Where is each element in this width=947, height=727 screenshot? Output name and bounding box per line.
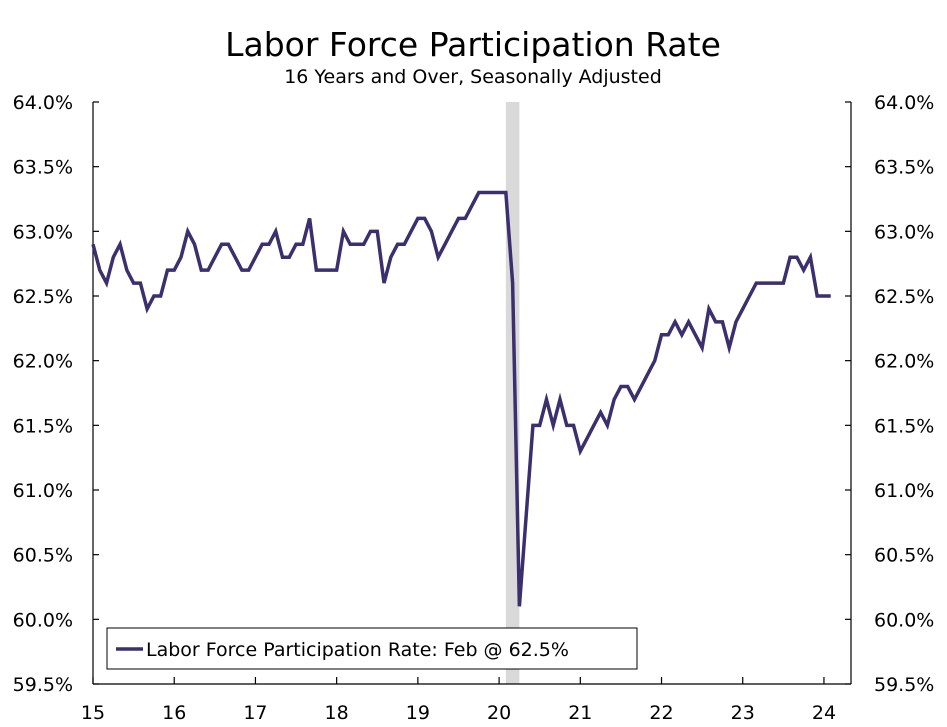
- x-tick-label: 20: [487, 702, 511, 724]
- y-tick-label-left: 64.0%: [13, 92, 73, 114]
- series-line: [91, 190, 831, 607]
- x-tick-label: 18: [325, 702, 349, 724]
- y-tick-label-right: 61.0%: [874, 480, 934, 502]
- y-tick-label-right: 60.5%: [874, 545, 934, 567]
- y-tick-label-left: 61.0%: [13, 480, 73, 502]
- legend: Labor Force Participation Rate: Feb @ 62…: [106, 627, 638, 670]
- x-tick-label: 15: [81, 702, 105, 724]
- recession-shading: [505, 102, 520, 684]
- y-tick-label-left: 62.5%: [13, 286, 73, 308]
- y-tick-label-right: 59.5%: [874, 674, 934, 696]
- y-tick-label-left: 63.0%: [13, 221, 73, 243]
- x-tick-label: 16: [162, 702, 186, 724]
- legend-box: [106, 627, 638, 670]
- chart-title: Labor Force Participation Rate: [225, 25, 721, 64]
- x-tick-label: 22: [649, 702, 673, 724]
- y-tick-label-right: 62.5%: [874, 286, 934, 308]
- y-tick-label-right: 64.0%: [874, 92, 934, 114]
- y-tick-label-right: 63.0%: [874, 221, 934, 243]
- y-tick-label-left: 60.5%: [13, 545, 73, 567]
- y-tick-label-right: 63.5%: [874, 157, 934, 179]
- y-tick-label-left: 60.0%: [13, 609, 73, 631]
- legend-label: Labor Force Participation Rate: Feb @ 62…: [146, 639, 569, 661]
- y-tick-label-left: 62.0%: [13, 351, 73, 373]
- x-tick-label: 19: [406, 702, 430, 724]
- y-tick-label-left: 63.5%: [13, 157, 73, 179]
- axes: 59.5% 59.5% 60.0% 60.0% 60.5% 60.5% 61.0% 61.0%…: [13, 92, 935, 724]
- y-tick-label-left: 59.5%: [13, 674, 73, 696]
- y-tick-label-right: 62.0%: [874, 351, 934, 373]
- series-layer: [91, 190, 831, 607]
- x-tick-label: 17: [243, 702, 267, 724]
- y-tick-label-left: 61.5%: [13, 415, 73, 437]
- chart-subtitle: 16 Years and Over, Seasonally Adjusted: [284, 66, 662, 88]
- y-tick-label-right: 60.0%: [874, 609, 934, 631]
- recession-shading-layer: [505, 102, 520, 684]
- x-tick-label: 23: [731, 702, 755, 724]
- x-tick-label: 24: [812, 702, 836, 724]
- y-tick-label-right: 61.5%: [874, 415, 934, 437]
- x-tick-label: 21: [568, 702, 592, 724]
